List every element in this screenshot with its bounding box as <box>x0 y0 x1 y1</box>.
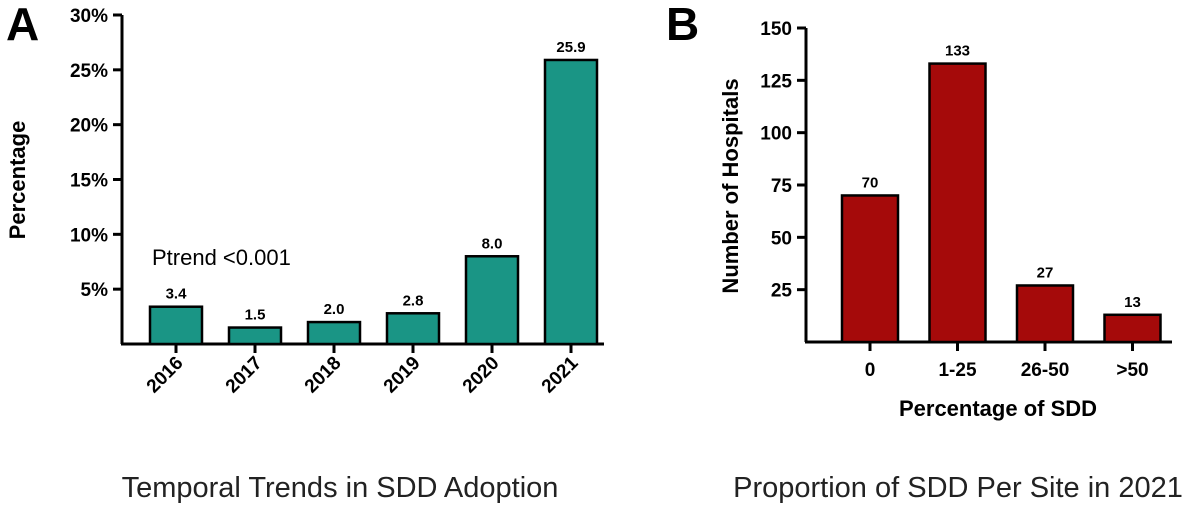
panel-b-y-ticks: 25 50 75 100 125 150 <box>760 19 806 302</box>
panel-b-data-label: 13 <box>1124 294 1141 311</box>
panel-a-bar <box>464 255 520 346</box>
panel-b-data-label: 27 <box>1037 264 1054 281</box>
panel-b: B Number of Hospitals Percentage of SDD … <box>666 0 1183 504</box>
panel-b-x-tick-label: 0 <box>865 360 876 381</box>
panel-b-letter: B <box>666 0 699 50</box>
panel-b-data-label: 70 <box>862 174 879 191</box>
panel-b-y-tick-label: 125 <box>760 71 792 92</box>
panel-a-data-label: 3.4 <box>166 286 188 303</box>
panel-a-caption: Temporal Trends in SDD Adoption <box>122 472 559 504</box>
panel-a-y-ticks: 5% 10% 15% 20% 25% 30% <box>70 6 122 301</box>
panel-a-bars: 3.4 1.5 2.0 2.8 8.0 25.9 <box>148 39 599 346</box>
panel-b-y-tick-label: 50 <box>771 228 792 249</box>
panel-a-y-tick-label: 30% <box>70 6 108 27</box>
panel-b-bar <box>1103 313 1162 344</box>
panel-a-bar <box>227 326 283 346</box>
panel-b-y-axis-title: Number of Hospitals <box>718 78 743 293</box>
panel-a-ptrend-annotation: Ptrend <0.001 <box>152 245 291 270</box>
panel-a-letter: A <box>6 0 39 50</box>
panel-a-y-tick-label: 15% <box>70 171 108 192</box>
panel-b-x-tick-label: 26-50 <box>1021 360 1070 381</box>
panel-a-bar <box>385 312 441 346</box>
panel-a-y-tick-label: 10% <box>70 225 108 246</box>
panel-a-data-label: 2.8 <box>403 292 424 309</box>
panel-a-bar <box>306 320 362 346</box>
panel-a-bar <box>148 305 204 346</box>
panel-b-x-tick-label: 1-25 <box>938 360 976 381</box>
panel-b-bar <box>928 62 987 344</box>
panel-a-x-tick-label: 2018 <box>301 353 346 398</box>
panel-a-x-tick-label: 2017 <box>222 353 267 398</box>
panel-a-x-tick-label: 2016 <box>143 353 188 398</box>
panel-b-x-tick-label: >50 <box>1116 360 1148 381</box>
panel-a-y-tick-label: 25% <box>70 61 108 82</box>
panel-a-bar <box>543 58 599 346</box>
panel-b-bar <box>840 194 900 344</box>
panel-a-x-tick-label: 2021 <box>538 352 583 397</box>
panel-b-y-tick-label: 100 <box>760 124 792 145</box>
panel-a-data-label: 2.0 <box>324 301 345 318</box>
panel-a-y-tick-label: 5% <box>81 280 109 301</box>
panel-b-bars: 70 133 27 13 <box>840 43 1162 344</box>
panel-a-data-label: 1.5 <box>245 307 266 324</box>
panel-a-y-axis-title: Percentage <box>5 121 30 240</box>
panel-b-data-label: 133 <box>945 43 970 60</box>
panel-b-caption: Proportion of SDD Per Site in 2021 <box>733 472 1183 504</box>
panel-a-data-label: 8.0 <box>482 235 503 252</box>
panel-a-data-label: 25.9 <box>556 39 585 56</box>
panel-b-y-tick-label: 150 <box>760 19 792 40</box>
panel-a-x-tick-label: 2019 <box>380 353 425 398</box>
panel-b-x-ticks: 0 1-25 26-50 >50 <box>865 342 1149 381</box>
panel-b-bar <box>1015 284 1075 344</box>
panel-b-y-tick-label: 75 <box>771 176 793 197</box>
panel-a: A Percentage Ptrend <0.001 Temporal Tren… <box>5 0 604 504</box>
panel-a-x-tick-label: 2020 <box>459 353 504 398</box>
panel-b-y-tick-label: 25 <box>771 281 793 302</box>
panel-a-y-tick-label: 20% <box>70 116 108 137</box>
panel-a-x-ticks: 2016 2017 2018 2019 2020 2021 <box>143 344 583 397</box>
panel-b-x-axis-title: Percentage of SDD <box>899 396 1097 421</box>
